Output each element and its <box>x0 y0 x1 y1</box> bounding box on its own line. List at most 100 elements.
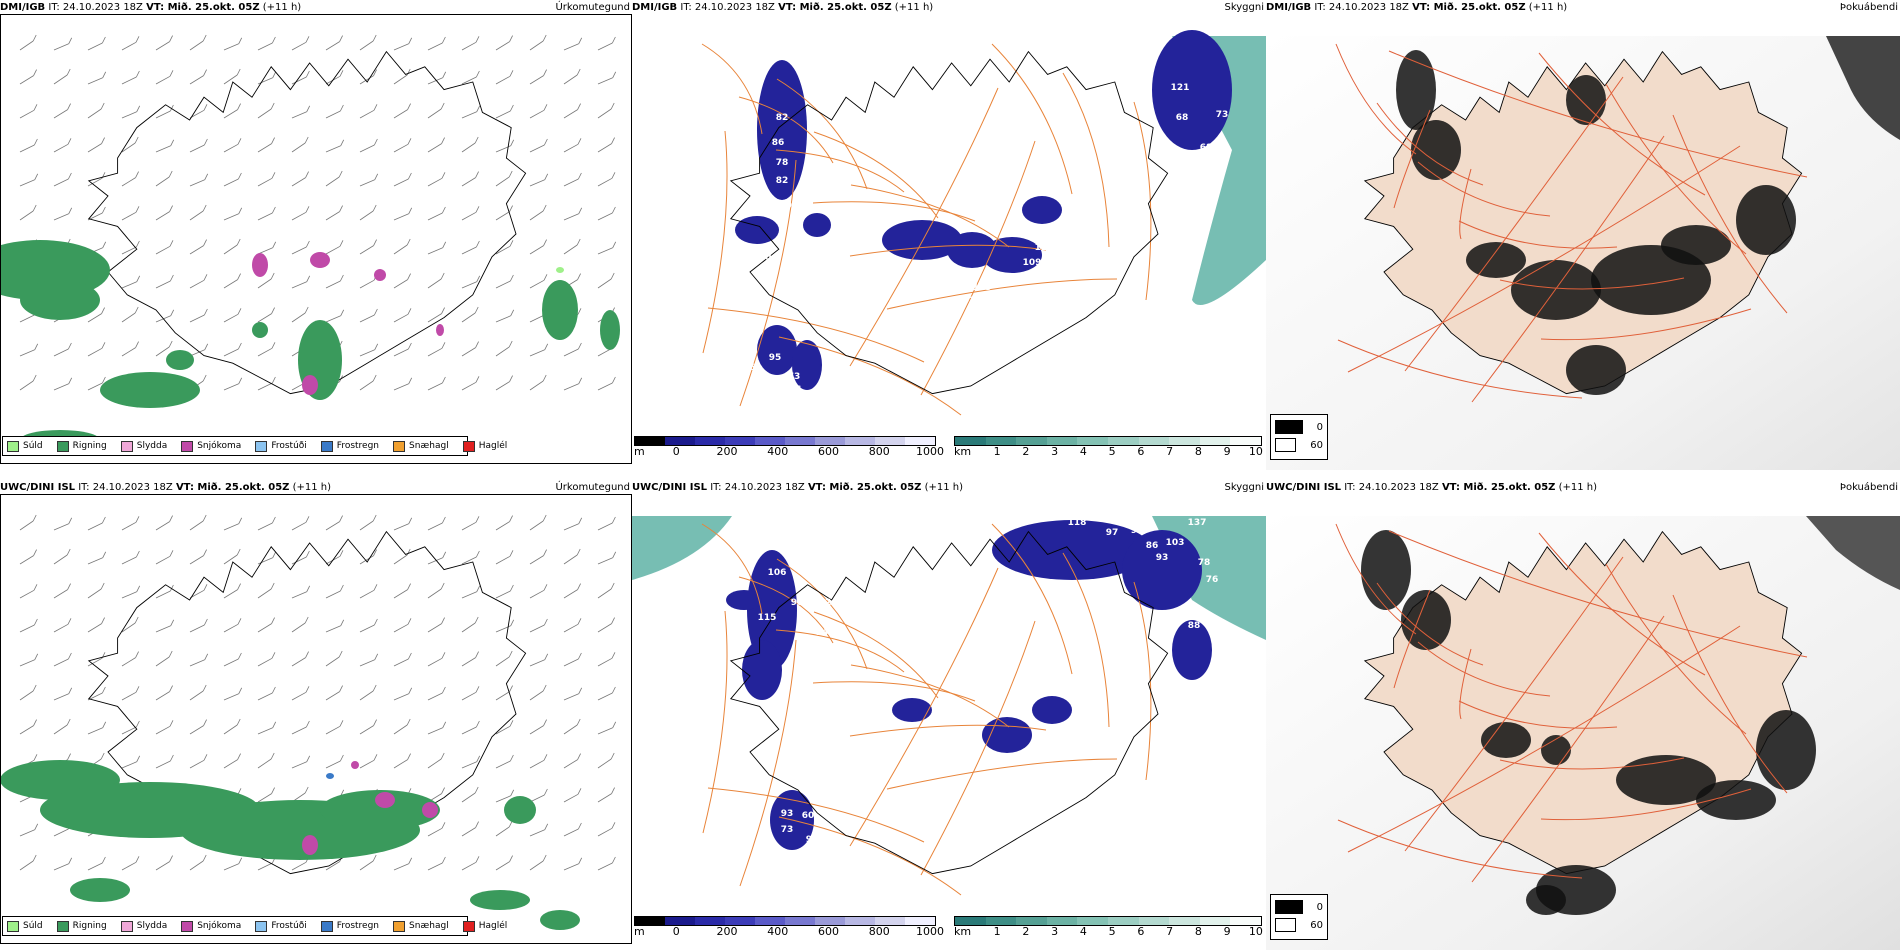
legend-label: Snæhagl <box>409 921 449 931</box>
legend-label: Frostúði <box>271 921 307 931</box>
scale-tick: 1 <box>993 925 1001 938</box>
cloud-base-label: 82 <box>776 176 789 186</box>
legend-label: Snæhagl <box>409 441 449 451</box>
scale-tick: 9 <box>1223 445 1231 458</box>
cloud-base-label: 110 <box>753 253 772 263</box>
panel-type-label: Skyggni <box>1224 2 1264 13</box>
coastline <box>729 50 1169 395</box>
cloud-base-label: 86 <box>772 138 785 148</box>
legend-item-haglél: Haglél <box>462 440 508 452</box>
cloud-base-label: 97 <box>1106 528 1119 538</box>
legend-value: 60 <box>1310 439 1323 451</box>
cloud-base-label: 78 <box>776 158 789 168</box>
cloud-base-label: 118 <box>1068 518 1087 528</box>
scale-unit: km <box>954 925 972 938</box>
scale-unit: km <box>954 445 972 458</box>
cloud-base-label: 120 <box>813 246 832 256</box>
fog-legend: 0 60 <box>1270 894 1328 940</box>
legend-item-rigning: Rigning <box>56 920 107 932</box>
precip-legend: Súld Rigning Slydda Snjókoma Frostúði Frostre… <box>2 436 507 456</box>
cloud-base-label: 116 <box>783 385 802 395</box>
legend-label: Haglél <box>478 441 508 451</box>
legend-item-haglél: Haglél <box>462 920 508 932</box>
cloud-base-label: 105 <box>973 283 992 293</box>
cloud-base-label: 94 <box>816 628 829 638</box>
coastline <box>87 50 527 395</box>
cloud-base-label: 73 <box>1216 110 1229 120</box>
legend-item-snjókoma: Snjókoma <box>181 440 241 452</box>
fog-legend-item: 0 <box>1275 898 1323 916</box>
cloud-base-label: 88 <box>1188 621 1201 631</box>
legend-swatch <box>393 920 406 932</box>
cloud-base-label: 106 <box>768 568 787 578</box>
legend-value: 60 <box>1310 919 1323 931</box>
legend-swatch <box>181 920 194 932</box>
legend-swatch <box>255 440 268 452</box>
height-scale: m 0 200 400 600 800 1000 <box>634 436 944 458</box>
cloud-base-label: 104 <box>911 276 930 286</box>
panel-type-label: Úrkomutegund <box>555 2 630 13</box>
legend-label: Haglél <box>478 921 508 931</box>
legend-swatch <box>181 440 194 452</box>
legend-swatch <box>1275 420 1303 434</box>
scale-tick: 0 <box>672 925 680 938</box>
cloud-base-label: 60 <box>802 811 815 821</box>
scale-tick: 8 <box>1194 445 1202 458</box>
legend-swatch <box>120 440 133 452</box>
cloud-base-label: 96 <box>743 363 756 373</box>
legend-swatch <box>56 920 69 932</box>
scale-tick: 600 <box>817 445 839 458</box>
cloud-base-label: 86 <box>1146 541 1159 551</box>
cloud-base-label: 76 <box>1206 575 1219 585</box>
fog-panel-row1: UWC/DINI ISL IT: 24.10.2023 18Z VT: Mið.… <box>1266 480 1900 950</box>
legend-item-frostregn: Frostregn <box>320 440 379 452</box>
cloud-base-label: 93 <box>781 809 794 819</box>
legend-swatch <box>320 440 333 452</box>
legend-item-frostregn: Frostregn <box>320 920 380 932</box>
cloud-base-label: 107 <box>1033 833 1052 843</box>
legend-swatch <box>393 440 406 452</box>
legend-item-snæhagl: Snæhagl <box>393 440 449 452</box>
legend-swatch <box>120 920 133 932</box>
cloud-base-label: 68 <box>1200 143 1213 153</box>
legend-item-súld: Súld <box>7 920 43 932</box>
legend-swatch <box>1275 918 1297 932</box>
precip-legend: Súld Rigning Slydda Snjókoma Frostúði Frostre… <box>2 916 507 936</box>
cloud-base-label: 137 <box>1188 518 1207 528</box>
cloud-base-label: 98 <box>791 598 804 608</box>
panel-title: DMI/IGB IT: 24.10.2023 18Z VT: Mið. 25.o… <box>0 2 302 13</box>
legend-value: 0 <box>1316 421 1323 433</box>
cloud-base-label: 79 <box>1206 166 1219 176</box>
coastline <box>87 530 527 875</box>
scale-tick: 1000 <box>915 445 944 458</box>
precip-map <box>0 34 620 450</box>
legend-item-snjókoma: Snjókoma <box>181 920 241 932</box>
scale-tick: 800 <box>868 925 890 938</box>
cloud-base-label: 124 <box>1035 243 1054 253</box>
precip-panel-row1: UWC/DINI ISL IT: 24.10.2023 18Z VT: Mið.… <box>0 480 632 950</box>
legend-swatch <box>1275 438 1297 452</box>
scale-tick: 6 <box>1137 925 1145 938</box>
scale-tick: 2 <box>1022 925 1030 938</box>
fog-map <box>1266 36 1900 470</box>
cloud-base-label: 93 <box>1156 553 1169 563</box>
scale-tick: 5 <box>1108 925 1116 938</box>
cloud-base-label: 92 <box>1131 526 1144 536</box>
panel-title: DMI/IGB IT: 24.10.2023 18Z VT: Mið. 25.o… <box>1266 2 1568 13</box>
scale-tick: 5 <box>1108 445 1116 458</box>
cloud-base-label: 62 <box>802 736 815 746</box>
cloud-base-label: 97 <box>1081 778 1094 788</box>
panel-title: UWC/DINI ISL IT: 24.10.2023 18Z VT: Mið.… <box>1266 482 1598 493</box>
legend-label: Frostregn <box>336 921 380 931</box>
scale-unit: m <box>634 925 645 938</box>
legend-item-súld: Súld <box>7 440 43 452</box>
cloud-base-label: 82 <box>776 113 789 123</box>
fog-legend-item: 0 <box>1275 418 1323 436</box>
cloud-base-label: 103 <box>1166 538 1185 548</box>
precip-map <box>0 514 617 930</box>
panel-type-label: Þokuábendi <box>1839 482 1898 493</box>
fog-legend-item: 60 <box>1275 436 1323 454</box>
cloud-base-label: 68 <box>1176 113 1189 123</box>
scale-tick: 4 <box>1079 925 1087 938</box>
